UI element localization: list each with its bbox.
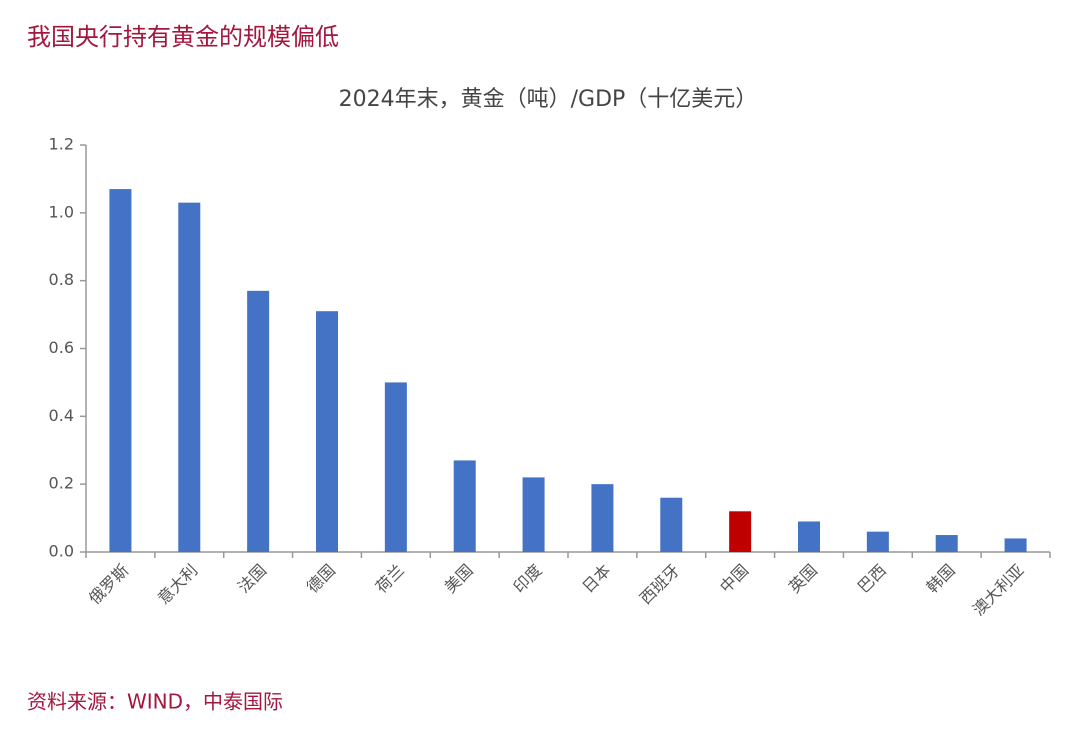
x-tick-label: 荷兰 [372, 561, 408, 597]
bar [866, 531, 889, 552]
y-tick-label: 1.0 [49, 202, 74, 221]
x-tick-label: 俄罗斯 [85, 561, 132, 608]
bar [660, 497, 683, 552]
y-tick-label: 0.4 [49, 406, 74, 425]
x-tick-label: 法国 [234, 561, 270, 597]
bar [522, 477, 545, 552]
y-tick-label: 0.6 [49, 338, 74, 357]
bar [384, 382, 407, 552]
bar [453, 460, 476, 552]
bar [729, 511, 752, 552]
x-tick-label: 美国 [441, 561, 477, 597]
bar [1004, 538, 1027, 552]
bar [178, 202, 201, 553]
bar [109, 189, 132, 552]
x-tick-label: 澳大利亚 [969, 561, 1028, 620]
x-tick-label: 中国 [716, 561, 752, 597]
y-tick-label: 0.2 [49, 474, 74, 493]
bar [247, 290, 270, 552]
x-tick-label: 巴西 [854, 561, 890, 597]
x-tick-label: 韩国 [923, 561, 959, 597]
x-tick-label: 西班牙 [636, 561, 683, 608]
y-tick-label: 0.8 [49, 270, 74, 289]
x-tick-label: 日本 [578, 561, 614, 597]
x-tick-label: 德国 [303, 561, 339, 597]
bar [935, 535, 958, 552]
y-tick-label: 1.2 [49, 135, 74, 154]
bar [591, 484, 614, 552]
x-tick-label: 意大利 [154, 561, 201, 608]
bar [798, 521, 820, 552]
y-tick-label: 0.0 [49, 542, 74, 561]
x-tick-label: 印度 [510, 561, 546, 597]
header: 我国央行持有黄金的规模偏低 [27, 23, 339, 51]
chart-title: 2024年末，黄金（吨）/GDP（十亿美元） [339, 87, 758, 112]
x-tick-label: 英国 [785, 561, 821, 597]
source: 资料来源：WIND，中泰国际 [27, 690, 283, 714]
bar [316, 311, 338, 552]
